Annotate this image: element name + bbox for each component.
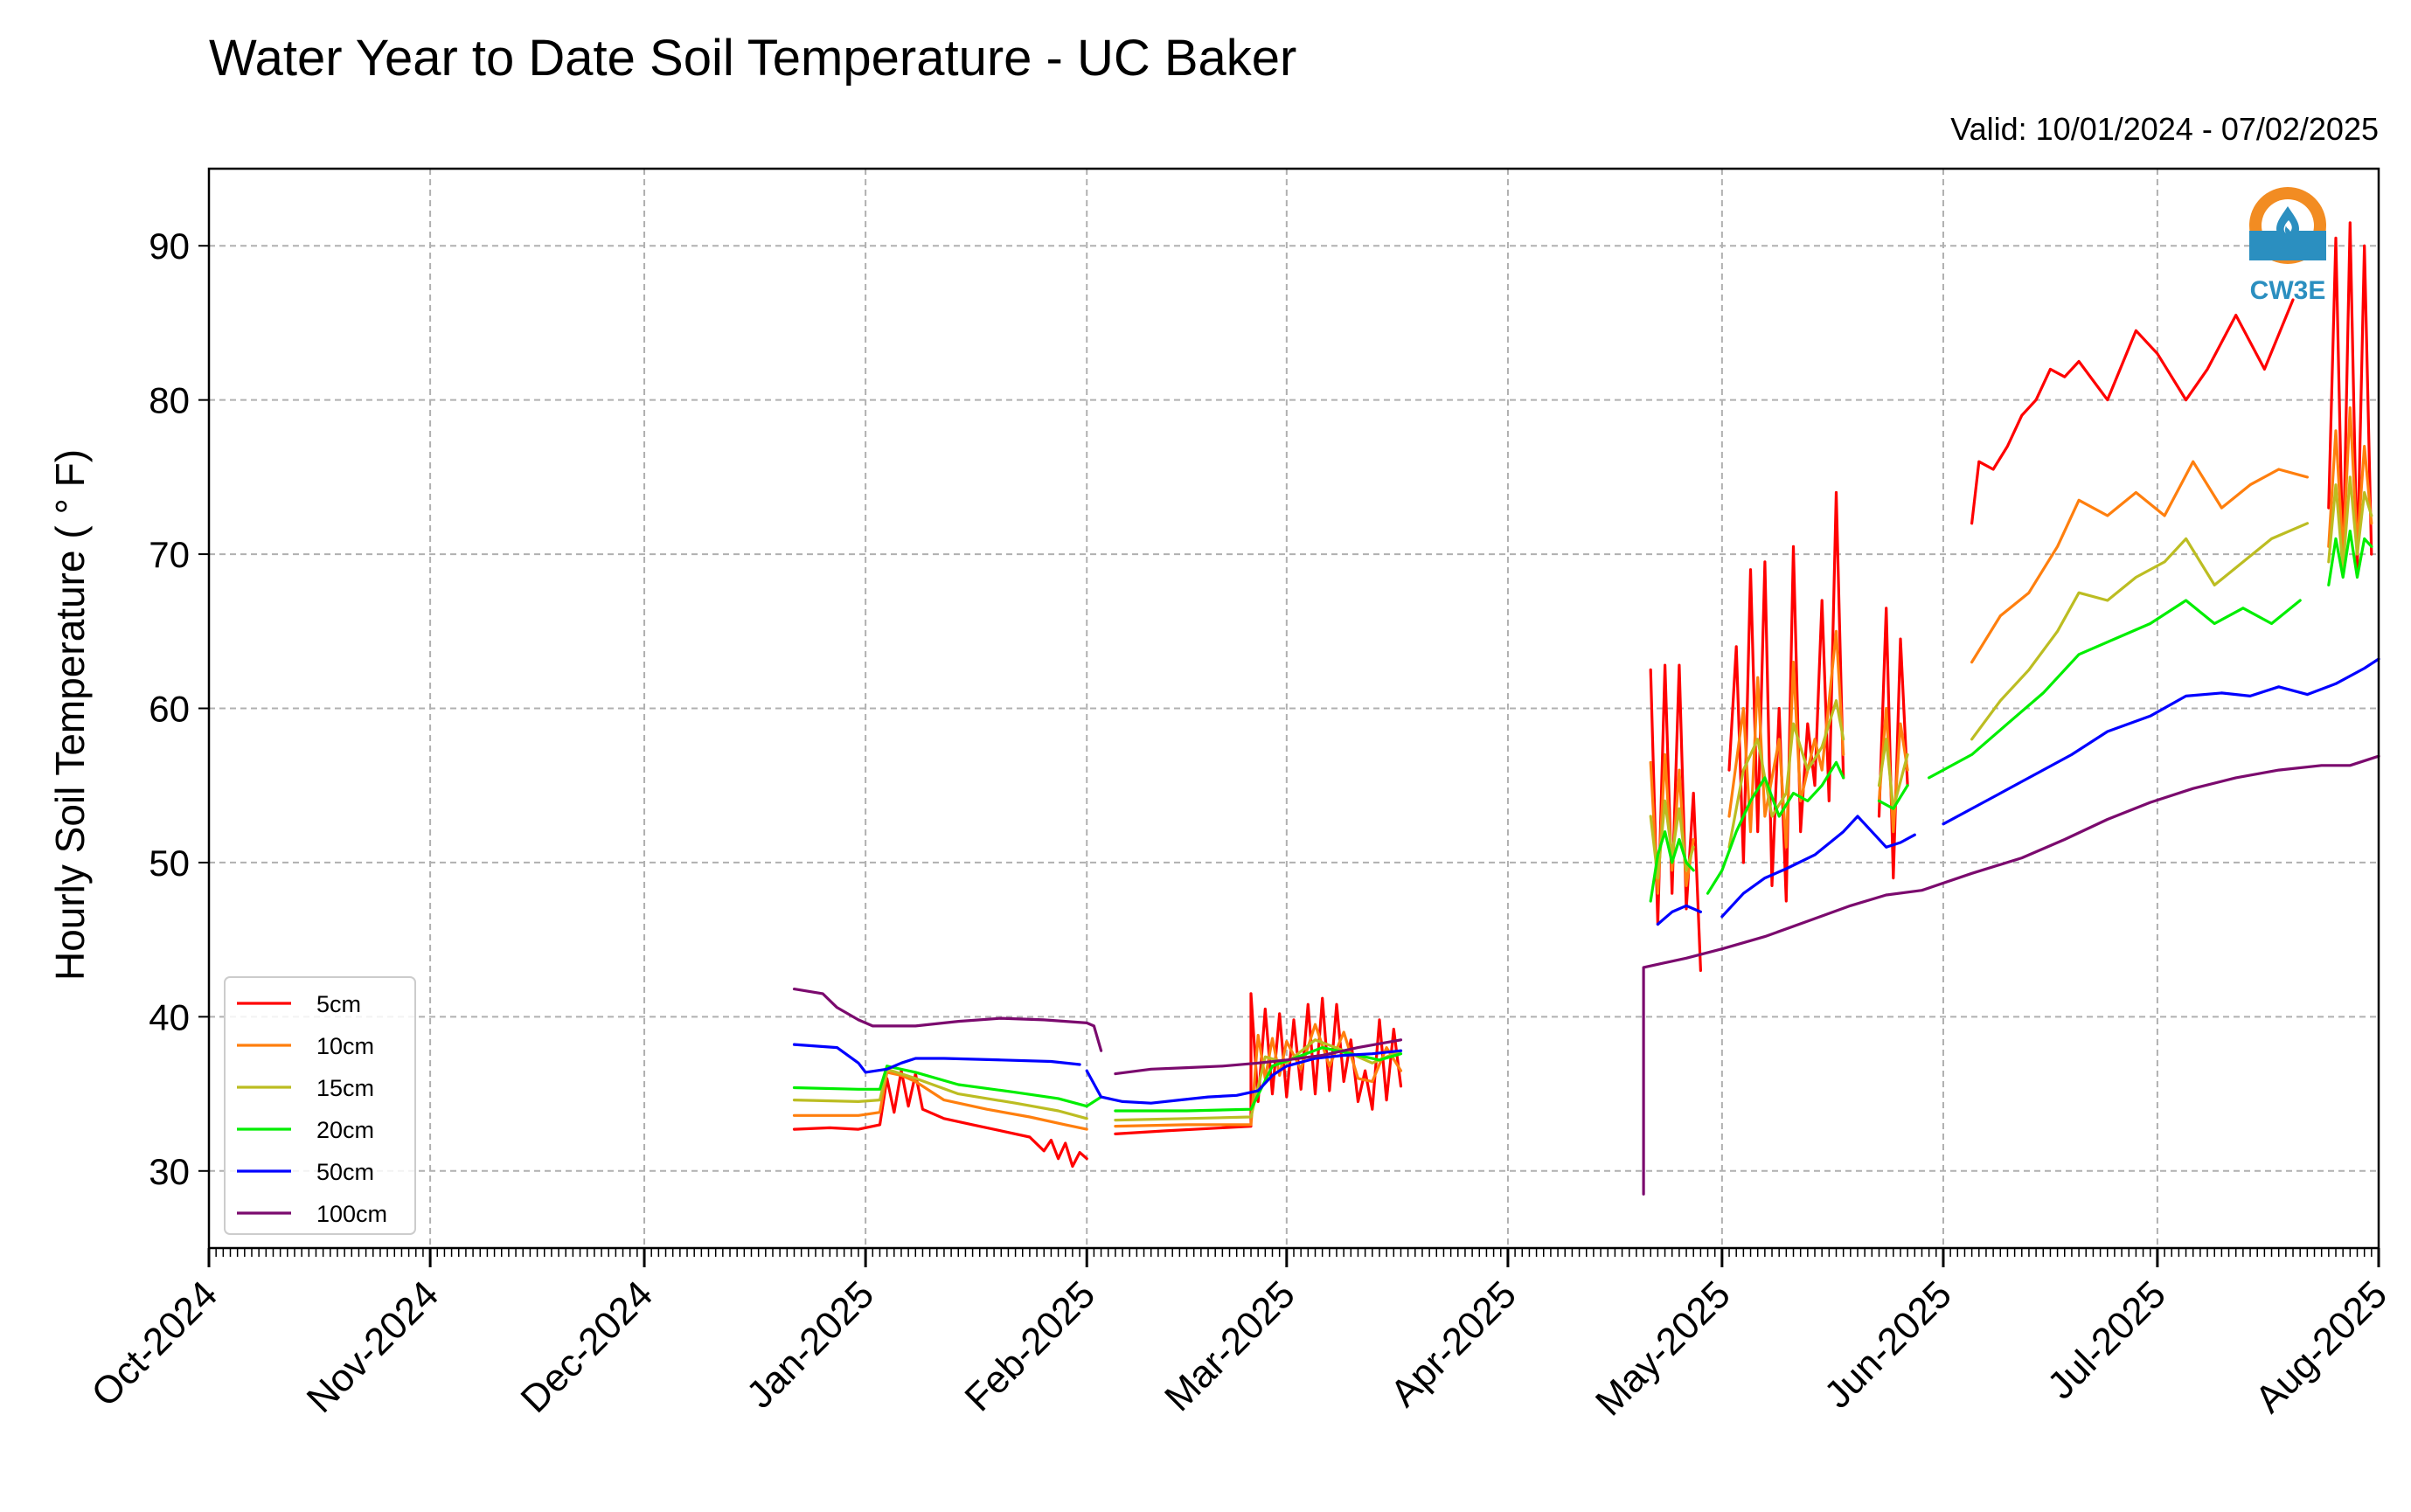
plot-frame (207, 167, 2380, 1250)
series-line-5cm (1970, 298, 2295, 525)
series-line-15cm (792, 1067, 1088, 1120)
y-tick-label: 90 (149, 225, 190, 267)
x-tick-label: Jun-2025 (1817, 1273, 1960, 1416)
series-line-5cm (792, 1069, 1088, 1169)
cw3e-logo: CW3E (2249, 187, 2326, 305)
chart-subtitle: Valid: 10/01/2024 - 07/02/2025 (1950, 111, 2379, 147)
series-line-20cm (792, 1065, 1103, 1108)
chart-title: Water Year to Date Soil Temperature - UC… (209, 30, 1296, 87)
y-tick-label: 60 (149, 689, 190, 730)
x-tick-label: Jul-2025 (2039, 1273, 2174, 1407)
y-axis-label: Hourly Soil Temperature ( ° F) (47, 449, 93, 981)
series-line-10cm (1970, 460, 2309, 664)
legend-label-15cm: 15cm (316, 1075, 374, 1101)
legend-label-50cm: 50cm (316, 1159, 374, 1185)
x-tick-label: Aug-2025 (2247, 1273, 2395, 1421)
series-line-10cm (1649, 753, 1695, 895)
series-line-5cm (1877, 607, 1909, 880)
series-line-5cm (1114, 992, 1403, 1136)
series-line-5cm (2327, 221, 2373, 572)
series-line-20cm (1877, 784, 1909, 810)
series-line-15cm (1877, 738, 1909, 810)
x-tick-label: Feb-2025 (956, 1273, 1103, 1419)
series-line-10cm (1877, 706, 1909, 834)
series-line-50cm (1085, 1049, 1403, 1105)
series-line-20cm (1706, 760, 1845, 895)
series-line-10cm (2327, 406, 2373, 556)
x-tick-label: Oct-2024 (83, 1273, 226, 1415)
x-tick-label: Nov-2024 (299, 1273, 448, 1421)
legend-label-5cm: 5cm (316, 991, 361, 1017)
series-line-15cm (1649, 799, 1695, 880)
series-line-10cm (1727, 629, 1845, 849)
series-line-100cm (1114, 1038, 1403, 1076)
legend-label-10cm: 10cm (316, 1033, 374, 1059)
y-tick-label: 80 (149, 380, 190, 421)
series-line-15cm (1114, 1038, 1403, 1122)
series-line-15cm (1970, 522, 2309, 741)
series-line-20cm (1649, 829, 1695, 903)
legend-label-100cm: 100cm (316, 1201, 387, 1227)
series-line-10cm (1114, 1023, 1403, 1128)
series-line-20cm (2327, 529, 2373, 587)
series-line-100cm (1642, 754, 2380, 1196)
series-line-50cm (1656, 904, 1703, 926)
series-line-50cm (1942, 657, 2380, 826)
y-tick-label: 30 (149, 1151, 190, 1192)
series-line-5cm (1727, 490, 1845, 903)
logo-text: CW3E (2250, 276, 2326, 305)
legend-label-20cm: 20cm (316, 1117, 374, 1143)
x-tick-label: Dec-2024 (513, 1273, 662, 1421)
flame-icon (2283, 220, 2292, 233)
y-tick-label: 50 (149, 843, 190, 884)
series-line-10cm (792, 1071, 1088, 1131)
plot-area: 30 40 50 60 70 80 90 Oct-2024 Nov-2024 Dec-2024 Ja… (83, 167, 2395, 1424)
series-line-15cm (2327, 475, 2373, 572)
y-tick-label: 70 (149, 534, 190, 575)
x-tick-label: Mar-2025 (1157, 1273, 1303, 1419)
x-tick-label: Apr-2025 (1382, 1273, 1525, 1415)
y-tick-label: 40 (149, 996, 190, 1037)
series-line-15cm (1727, 699, 1845, 849)
x-tick-label: Jan-2025 (739, 1273, 882, 1416)
series-line-50cm (792, 1043, 1081, 1074)
series-line-100cm (792, 987, 1103, 1052)
x-tick-label: May-2025 (1588, 1273, 1739, 1424)
series-line-20cm (1928, 599, 2302, 780)
series-line-50cm (1720, 815, 1916, 919)
